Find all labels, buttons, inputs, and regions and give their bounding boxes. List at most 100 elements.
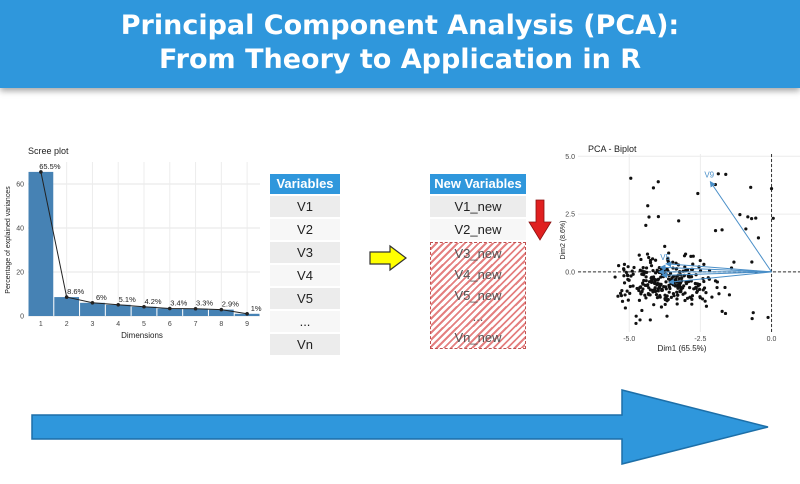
scree-bar [80, 302, 105, 316]
title-line-1: Principal Component Analysis (PCA): [120, 10, 680, 41]
biplot-point [756, 236, 761, 240]
biplot-point [644, 266, 649, 270]
biplot-point [702, 279, 706, 284]
scree-x-label: Dimensions [121, 331, 163, 340]
biplot-point [645, 252, 650, 256]
scree-point [64, 295, 69, 299]
scree-x-tick-label: 5 [142, 321, 146, 328]
biplot-point [637, 253, 641, 257]
scree-data-label: 5.1% [119, 295, 136, 304]
scree-x-tick-label: 9 [245, 321, 249, 328]
biplot-point [641, 265, 645, 270]
new-variables-table: New Variables V1_new V2_new V3_new V4_ne… [430, 174, 526, 349]
biplot-point [647, 255, 651, 260]
biplot-point [696, 191, 700, 196]
scree-grid [28, 162, 260, 317]
biplot-vector [660, 271, 772, 279]
biplot-point [720, 309, 724, 313]
scree-y-ticks: 0 20 40 60 [16, 182, 24, 321]
biplot-point [626, 298, 630, 302]
scree-point [39, 170, 43, 174]
biplot-point [660, 287, 664, 291]
biplot-point [671, 274, 676, 279]
scree-point [219, 307, 224, 312]
biplot-point [702, 262, 706, 266]
big-blue-arrow-icon [31, 389, 769, 465]
biplot-point [720, 228, 724, 232]
biplot-point [713, 182, 718, 187]
biplot-point [653, 289, 658, 294]
biplot-point [704, 291, 708, 295]
biplot-point [676, 293, 680, 297]
scree-data-label: 3.3% [196, 299, 213, 308]
biplot-point [690, 302, 694, 306]
scree-x-ticks: 1 2 3 4 5 6 7 8 9 [39, 321, 249, 328]
biplot-point [645, 270, 649, 275]
scree-point [245, 312, 249, 316]
biplot-point [656, 278, 660, 282]
biplot-point [667, 290, 671, 294]
biplot-point [639, 291, 643, 295]
variable-cell: V4 [270, 265, 340, 286]
biplot-point [713, 228, 718, 233]
biplot-point [683, 298, 687, 303]
biplot-point [646, 292, 650, 296]
biplot-point [625, 289, 629, 293]
scree-x-tick-label: 6 [168, 321, 172, 328]
title-line-2: From Theory to Application in R [158, 44, 642, 75]
biplot-point [644, 296, 648, 300]
biplot-point [663, 244, 667, 249]
biplot-point [677, 219, 681, 223]
biplot-point [653, 258, 658, 262]
biplot-point [620, 299, 625, 303]
biplot-point [648, 260, 653, 265]
biplot-point [675, 302, 679, 306]
biplot-point [715, 280, 719, 284]
new-variable-cell: V2_new [430, 219, 526, 240]
biplot-point [643, 293, 647, 297]
biplot-y-tick-label: 0.0 [565, 269, 575, 276]
biplot-point [750, 260, 754, 264]
biplot-point [671, 292, 676, 296]
biplot-point [631, 284, 635, 288]
scree-y-label: Percentage of explained variances [5, 186, 12, 294]
biplot-point [648, 288, 653, 292]
biplot-point [622, 281, 627, 285]
biplot-point [704, 304, 709, 308]
biplot-point [649, 264, 654, 268]
biplot-point [623, 306, 627, 310]
biplot-vector-label: V5 [660, 253, 670, 262]
dropped-variables-box: V3_new V4_new V5_new ... Vn_new [430, 242, 526, 349]
biplot-point [626, 265, 630, 269]
biplot-point [675, 274, 679, 278]
biplot-point [674, 277, 678, 281]
scree-plot: Scree plot 65.5% 8.6% 6% 5.1% 4.2% 3.4% 3.3% 2.… [5, 146, 262, 340]
biplot-point [766, 315, 770, 320]
biplot-point [727, 293, 732, 297]
biplot-point [649, 276, 653, 280]
scree-point [90, 301, 95, 305]
scree-bar [131, 306, 157, 316]
biplot-point [656, 180, 660, 184]
biplot-y-tick-label: 2.5 [565, 212, 575, 219]
biplot-point [657, 270, 661, 275]
variable-cell: V3 [270, 242, 340, 263]
biplot-point [631, 272, 635, 276]
biplot-point [689, 275, 694, 279]
biplot-point [769, 187, 774, 191]
biplot-vector [665, 261, 772, 273]
biplot-point [637, 298, 642, 302]
scree-x-tick-label: 1 [39, 321, 43, 328]
biplot-point [754, 216, 758, 220]
scree-data-labels: 65.5% 8.6% 6% 5.1% 4.2% 3.4% 3.3% 2.9% 1% [39, 162, 262, 313]
biplot-point [664, 280, 668, 284]
biplot-x-tick-label: 0.0 [767, 336, 777, 343]
biplot-point [675, 297, 679, 301]
scree-x-tick-label: 4 [116, 321, 120, 328]
biplot-point [638, 318, 642, 322]
biplot-point [654, 292, 659, 297]
biplot-point [666, 257, 670, 261]
scree-y-tick-label: 0 [20, 314, 24, 321]
scree-x-tick-label: 7 [194, 321, 198, 328]
biplot-point [646, 204, 650, 208]
